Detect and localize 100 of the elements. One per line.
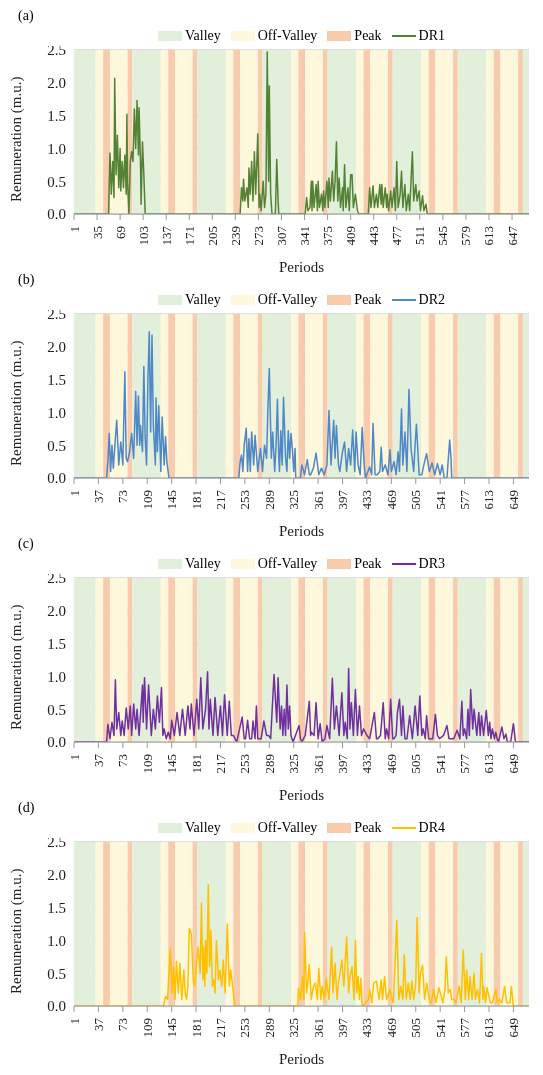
y-tick-label: 2.5 [47,570,66,587]
legend-label: Off-Valley [257,292,318,308]
x-tick-label: 145 [164,1018,180,1038]
legend-label: Valley [184,556,221,572]
x-tick-label: 579 [458,226,474,246]
y-tick-label: 1.0 [47,668,66,685]
y-tick-label: 0.5 [47,437,66,454]
x-tick-label: 1 [66,754,82,761]
x-tick-label: 397 [335,1017,351,1038]
x-tick-label: 505 [408,754,424,774]
x-tick-label: 433 [359,490,375,510]
y-tick-label: 1.5 [47,107,66,124]
legend-label: DR1 [418,28,446,44]
x-tick-label: 649 [505,490,521,510]
y-tick-label: 2.0 [47,603,66,620]
x-tick-label: 103 [135,226,151,246]
x-tick-label: 253 [237,754,253,774]
x-tick-label: 469 [383,1018,399,1038]
x-tick-label: 181 [188,1018,204,1038]
legend-label: Off-Valley [257,820,318,836]
x-tick-label: 361 [310,1018,326,1038]
x-tick-label: 613 [481,1018,497,1038]
x-tick-label: 325 [286,1018,302,1038]
x-tick-label: 577 [457,1017,473,1038]
x-tick-label: 541 [432,490,448,510]
chart-title: (b) [18,272,35,287]
y-tick-label: 0.5 [47,701,66,718]
y-tick-label: 2.0 [47,75,66,92]
y-tick-label: 1.0 [47,140,66,157]
x-tick-label: 181 [188,490,204,510]
x-tick-label: 239 [227,226,243,246]
x-tick-label: 375 [320,226,336,246]
y-tick-label: 1.5 [47,635,66,652]
legend-label: Off-Valley [257,28,318,44]
x-tick-label: 1 [66,490,82,497]
y-tick-label: 0.0 [47,206,66,223]
y-tick-label: 2.5 [47,834,66,851]
x-tick-label: 649 [505,754,521,774]
x-tick-label: 397 [335,489,351,510]
x-tick-label: 511 [412,226,428,246]
x-tick-label: 73 [115,490,131,503]
x-tick-label: 409 [343,226,359,246]
x-tick-label: 469 [383,754,399,774]
y-tick-label: 2.5 [47,42,66,59]
x-tick-label: 613 [481,490,497,510]
x-tick-label: 541 [432,754,448,774]
x-tick-label: 647 [504,225,520,246]
x-tick-label: 505 [408,1018,424,1038]
x-tick-label: 217 [212,489,228,510]
y-tick-label: 2.0 [47,339,66,356]
x-tick-label: 613 [481,226,497,246]
x-tick-label: 37 [90,753,106,767]
x-tick-label: 545 [435,226,451,246]
x-tick-label: 69 [112,226,128,239]
legend-label: Peak [354,292,382,308]
y-tick-label: 0.0 [47,734,66,751]
x-axis-title: Periods [279,259,325,275]
x-tick-label: 307 [274,225,289,246]
legend-label: Off-Valley [257,556,318,572]
y-axis-title: Remuneration (m.u.) [8,340,26,466]
y-axis-title: Remuneration (m.u.) [8,868,26,994]
legend-label: Valley [184,292,221,308]
x-tick-label: 109 [139,1018,155,1038]
y-tick-label: 2.0 [47,867,66,884]
x-tick-label: 73 [115,1018,131,1031]
x-tick-label: 217 [212,1017,228,1038]
y-axis-title: Remuneration (m.u.) [8,76,26,202]
y-tick-label: 1.5 [47,371,66,388]
x-tick-label: 613 [481,754,497,774]
y-tick-label: 0.0 [47,998,66,1015]
x-tick-label: 253 [237,1018,253,1038]
x-tick-label: 145 [164,490,180,510]
x-tick-label: 361 [310,490,326,510]
x-tick-label: 477 [389,225,405,246]
x-tick-label: 325 [286,490,302,510]
x-tick-label: 577 [457,753,473,774]
x-tick-label: 361 [310,754,326,774]
x-tick-label: 433 [359,1018,375,1038]
chart-title: (d) [18,800,35,815]
x-tick-label: 505 [408,490,424,510]
x-tick-label: 273 [250,226,266,246]
x-tick-label: 217 [212,753,228,774]
x-tick-label: 649 [505,1018,521,1038]
y-tick-label: 1.0 [47,932,66,949]
y-tick-label: 0.0 [47,470,66,487]
x-axis-title: Periods [279,523,325,539]
legend-label: Valley [184,820,221,836]
legend-label: DR4 [418,820,446,836]
x-tick-label: 35 [89,226,105,239]
chart-title: (a) [17,8,35,25]
x-tick-label: 253 [237,490,253,510]
x-tick-label: 341 [297,226,313,246]
legend-label: DR3 [418,556,446,572]
x-tick-label: 181 [188,754,204,774]
chart-title: (c) [18,536,34,551]
x-tick-label: 541 [432,1018,448,1038]
x-tick-label: 325 [286,754,302,774]
legend-label: Peak [354,28,382,44]
x-tick-label: 37 [90,1017,106,1031]
x-tick-label: 469 [383,490,399,510]
